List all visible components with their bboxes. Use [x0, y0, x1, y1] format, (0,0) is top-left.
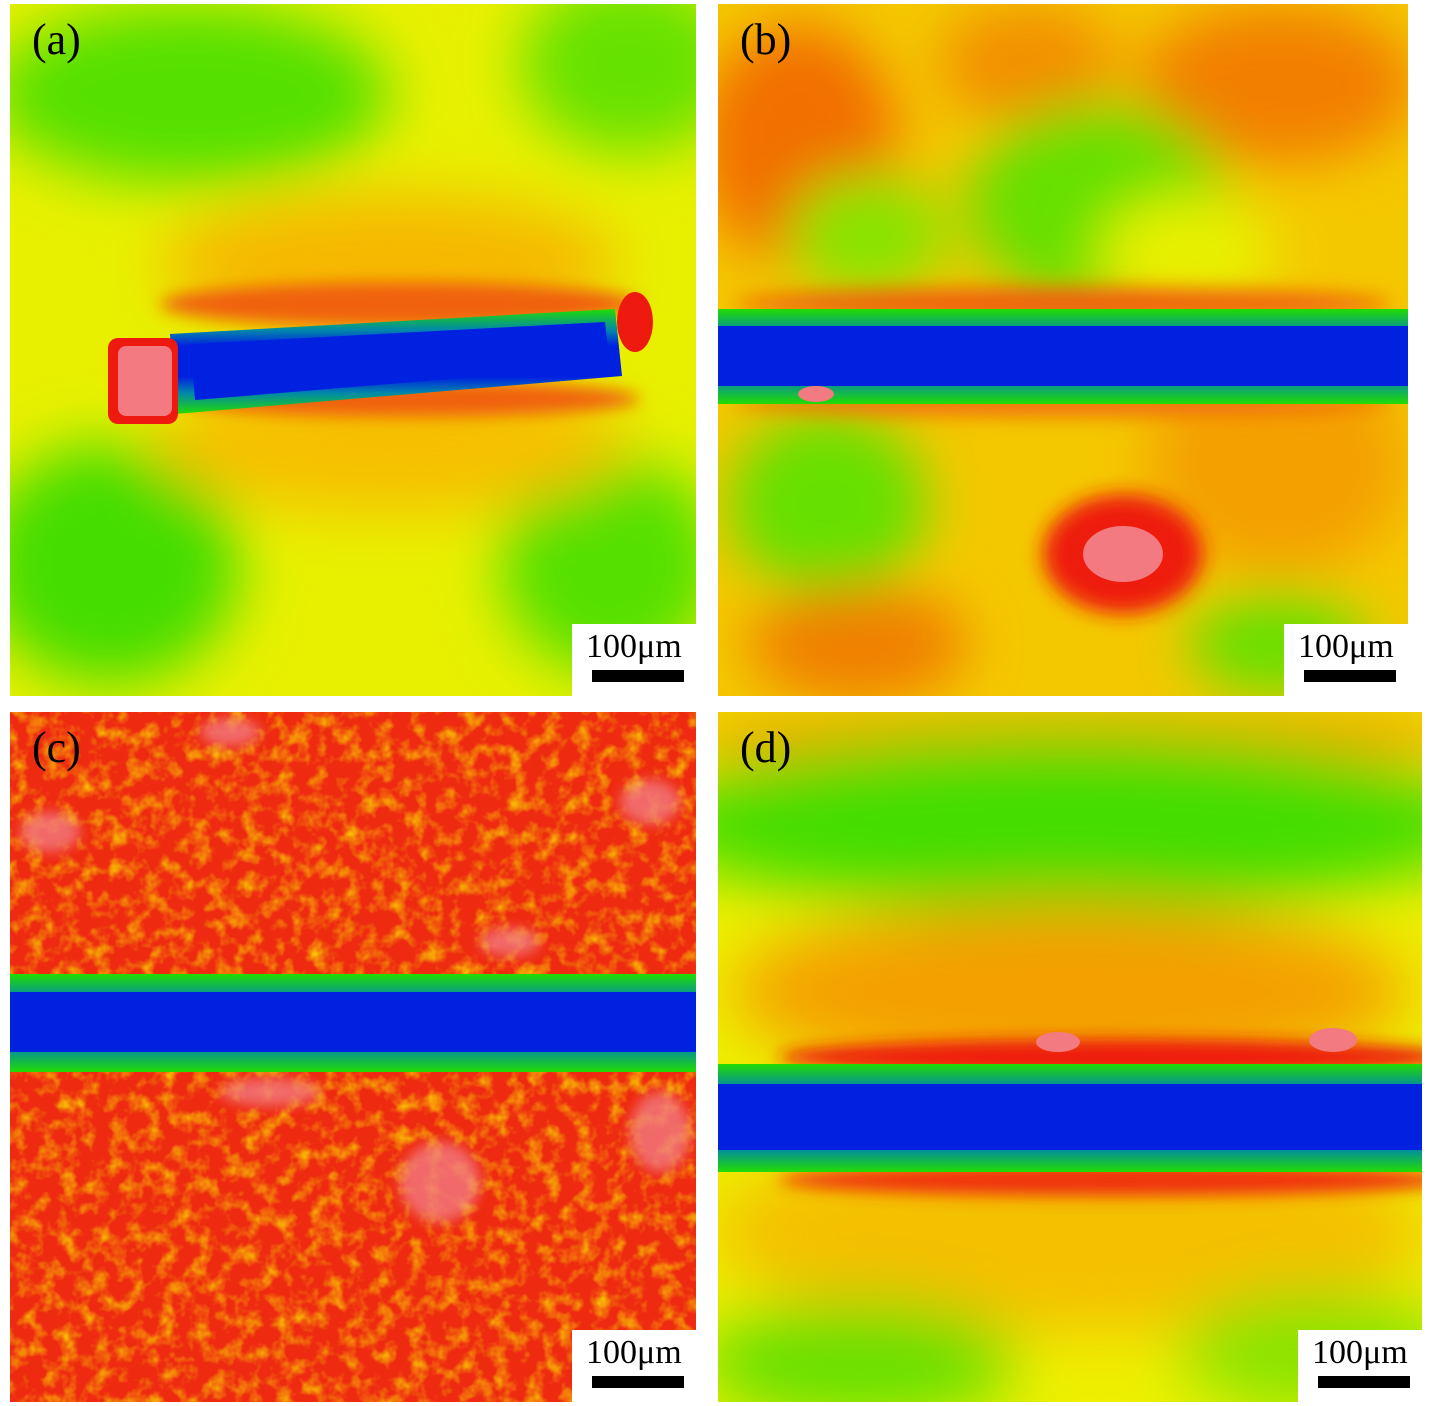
scale-bar-line [1318, 1376, 1410, 1388]
scale-bar-line [592, 1376, 684, 1388]
panel-label: (c) [32, 723, 81, 772]
scale-bar-line [592, 670, 684, 682]
map-panel-b: (b) 100μm [718, 4, 1408, 696]
panel-label: (b) [740, 15, 792, 64]
map-image-d [718, 712, 1422, 1402]
map-panel-a: (a) 100μm [10, 4, 696, 696]
scale-bar: 100μm [1284, 624, 1408, 696]
map-panel-d: (d) 100μm [718, 712, 1422, 1402]
scale-bar-line [1304, 670, 1396, 682]
scale-bar-label: 100μm [586, 628, 682, 665]
scale-bar-label: 100μm [1298, 628, 1394, 665]
scale-bar: 100μm [1298, 1330, 1422, 1402]
scale-bar-label: 100μm [1312, 1334, 1408, 1371]
map-panel-c: (c) 100μm [10, 712, 696, 1402]
map-image-c [10, 712, 696, 1402]
map-image-a [10, 4, 696, 696]
panel-label: (a) [32, 15, 81, 64]
scale-bar: 100μm [572, 624, 696, 696]
scale-bar-label: 100μm [586, 1334, 682, 1371]
scale-bar: 100μm [572, 1330, 696, 1402]
panel-label: (d) [740, 723, 792, 772]
map-image-b [718, 4, 1408, 696]
